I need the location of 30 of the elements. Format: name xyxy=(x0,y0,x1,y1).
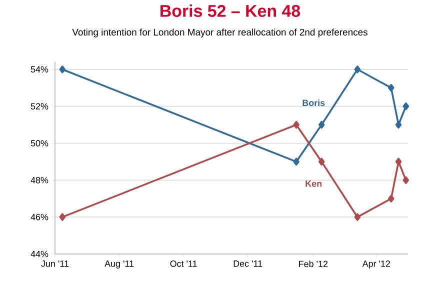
point xyxy=(395,120,402,129)
x-tick-label: Apr '12 xyxy=(362,260,390,269)
x-tick-label: Feb '12 xyxy=(299,260,328,268)
point xyxy=(318,158,325,166)
point xyxy=(318,120,325,129)
y-tick-label: 54% xyxy=(30,66,48,73)
point xyxy=(388,84,394,92)
y-tick-label: 48% xyxy=(30,176,48,184)
series-label: Boris xyxy=(302,99,325,106)
x-tick-label: Dec '11 xyxy=(234,260,262,267)
point xyxy=(402,102,410,110)
y-tick-label: 50% xyxy=(30,140,48,146)
chart-title: Boris 52 – Ken 48 xyxy=(160,4,300,17)
x-tick-label: Jun '11 xyxy=(41,260,69,267)
point xyxy=(59,213,66,221)
point xyxy=(388,194,394,203)
y-tick-label: 44% xyxy=(30,250,48,258)
y-tick-label: 46% xyxy=(30,214,48,220)
series-label: Ken xyxy=(306,180,322,187)
point xyxy=(402,176,410,184)
x-tick-label: Oct '11 xyxy=(170,260,197,267)
chart-subtitle: Voting intention for London Mayor after reallocation of 2nd preferences xyxy=(72,28,368,38)
point xyxy=(293,120,300,129)
point xyxy=(293,158,300,166)
x-tick-label: Aug '11 xyxy=(104,260,134,269)
point xyxy=(354,213,361,221)
point xyxy=(395,158,402,166)
point xyxy=(354,65,361,74)
y-tick-label: 52% xyxy=(30,103,48,110)
point xyxy=(59,65,66,74)
